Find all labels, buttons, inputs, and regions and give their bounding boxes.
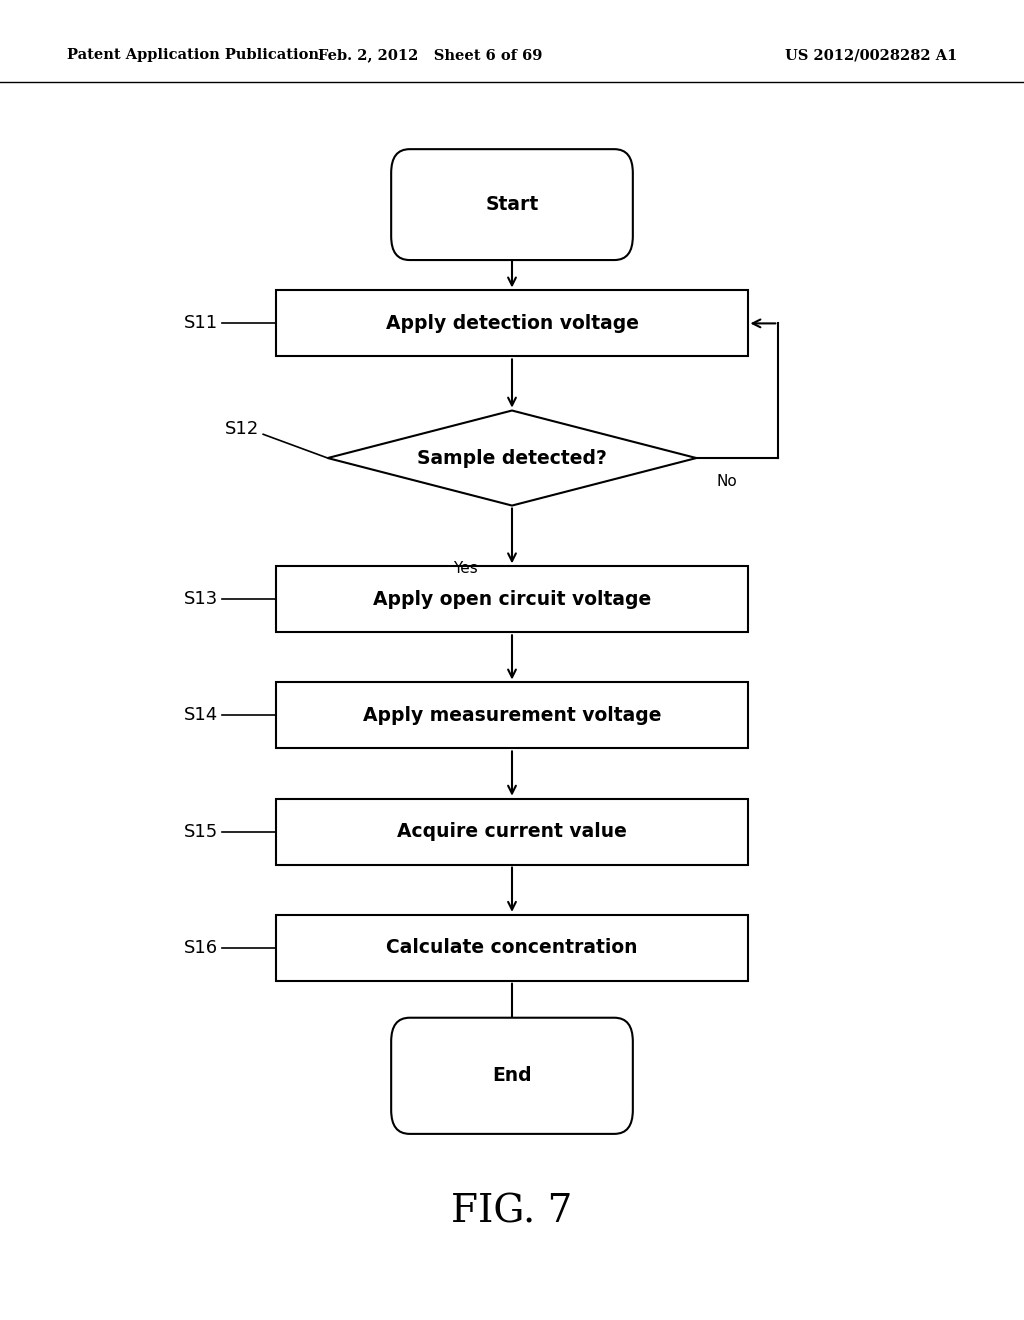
FancyBboxPatch shape — [391, 1018, 633, 1134]
Text: Feb. 2, 2012   Sheet 6 of 69: Feb. 2, 2012 Sheet 6 of 69 — [317, 49, 543, 62]
Text: Apply measurement voltage: Apply measurement voltage — [362, 706, 662, 725]
Bar — [276, 682, 748, 748]
Bar — [276, 566, 748, 632]
Text: Yes: Yes — [454, 561, 478, 577]
Text: Apply detection voltage: Apply detection voltage — [385, 314, 639, 333]
Text: Calculate concentration: Calculate concentration — [386, 939, 638, 957]
Text: S12: S12 — [225, 420, 259, 438]
Text: S16: S16 — [184, 939, 218, 957]
Text: S11: S11 — [184, 314, 218, 333]
Text: S14: S14 — [184, 706, 218, 725]
Text: S15: S15 — [184, 822, 218, 841]
Text: Apply open circuit voltage: Apply open circuit voltage — [373, 590, 651, 609]
Bar — [276, 915, 748, 981]
Text: End: End — [493, 1067, 531, 1085]
Bar — [276, 290, 748, 356]
Text: Start: Start — [485, 195, 539, 214]
Text: S13: S13 — [184, 590, 218, 609]
Polygon shape — [328, 411, 696, 506]
Text: No: No — [717, 474, 737, 490]
Text: Acquire current value: Acquire current value — [397, 822, 627, 841]
Text: Patent Application Publication: Patent Application Publication — [67, 49, 318, 62]
Text: FIG. 7: FIG. 7 — [452, 1193, 572, 1230]
Text: US 2012/0028282 A1: US 2012/0028282 A1 — [785, 49, 957, 62]
Text: Sample detected?: Sample detected? — [417, 449, 607, 467]
FancyBboxPatch shape — [391, 149, 633, 260]
Bar — [276, 799, 748, 865]
